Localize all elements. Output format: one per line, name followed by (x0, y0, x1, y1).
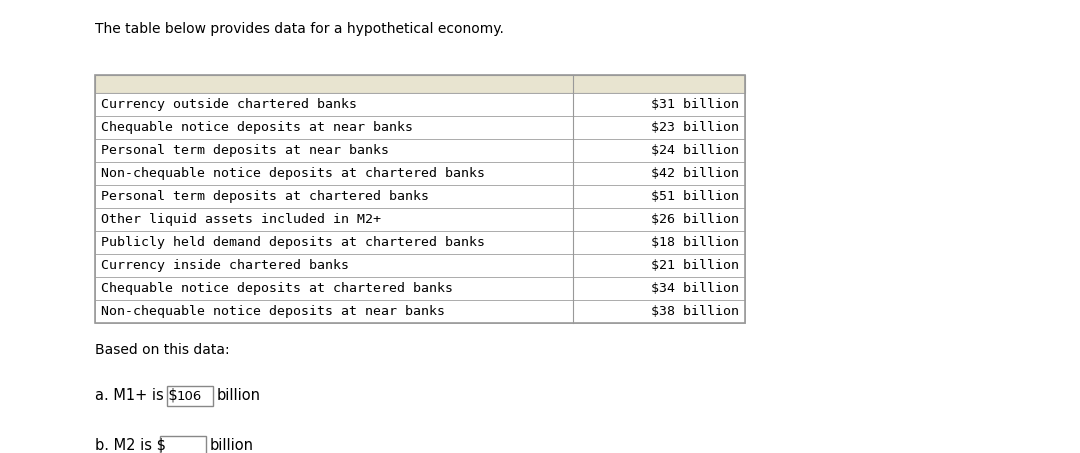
Text: b. M2 is $: b. M2 is $ (95, 438, 166, 453)
Text: Chequable notice deposits at chartered banks: Chequable notice deposits at chartered b… (102, 282, 453, 295)
Bar (95, 139, 745, 162)
Text: billion: billion (216, 388, 260, 403)
Text: Currency outside chartered banks: Currency outside chartered banks (102, 98, 357, 111)
Bar (95, 75, 745, 323)
Text: Currency inside chartered banks: Currency inside chartered banks (102, 259, 349, 272)
Bar (160, 436, 206, 453)
Text: $18 billion: $18 billion (651, 236, 739, 249)
Text: Personal term deposits at near banks: Personal term deposits at near banks (102, 144, 389, 157)
Text: $21 billion: $21 billion (651, 259, 739, 272)
Text: Chequable notice deposits at near banks: Chequable notice deposits at near banks (102, 121, 413, 134)
Text: Publicly held demand deposits at chartered banks: Publicly held demand deposits at charter… (102, 236, 485, 249)
Bar (95, 208, 745, 231)
Text: $34 billion: $34 billion (651, 282, 739, 295)
Text: Other liquid assets included in M2+: Other liquid assets included in M2+ (102, 213, 381, 226)
Bar (95, 75, 745, 93)
Text: $51 billion: $51 billion (651, 190, 739, 203)
Text: $23 billion: $23 billion (651, 121, 739, 134)
Bar (95, 162, 745, 185)
Text: $42 billion: $42 billion (651, 167, 739, 180)
Text: $24 billion: $24 billion (651, 144, 739, 157)
Bar (95, 254, 745, 277)
Bar (95, 231, 745, 254)
Bar (95, 93, 745, 116)
Text: Non-chequable notice deposits at near banks: Non-chequable notice deposits at near ba… (102, 305, 445, 318)
Bar (166, 386, 213, 406)
Text: 106: 106 (177, 390, 202, 403)
Text: Non-chequable notice deposits at chartered banks: Non-chequable notice deposits at charter… (102, 167, 485, 180)
Bar (95, 277, 745, 300)
Text: The table below provides data for a hypothetical economy.: The table below provides data for a hypo… (95, 22, 504, 36)
Text: billion: billion (210, 438, 254, 453)
Text: a. M1+ is $: a. M1+ is $ (95, 388, 178, 403)
Bar (95, 300, 745, 323)
Text: $31 billion: $31 billion (651, 98, 739, 111)
Bar (95, 116, 745, 139)
Text: $38 billion: $38 billion (651, 305, 739, 318)
Text: Personal term deposits at chartered banks: Personal term deposits at chartered bank… (102, 190, 429, 203)
Bar (95, 185, 745, 208)
Text: $26 billion: $26 billion (651, 213, 739, 226)
Text: Based on this data:: Based on this data: (95, 343, 230, 357)
